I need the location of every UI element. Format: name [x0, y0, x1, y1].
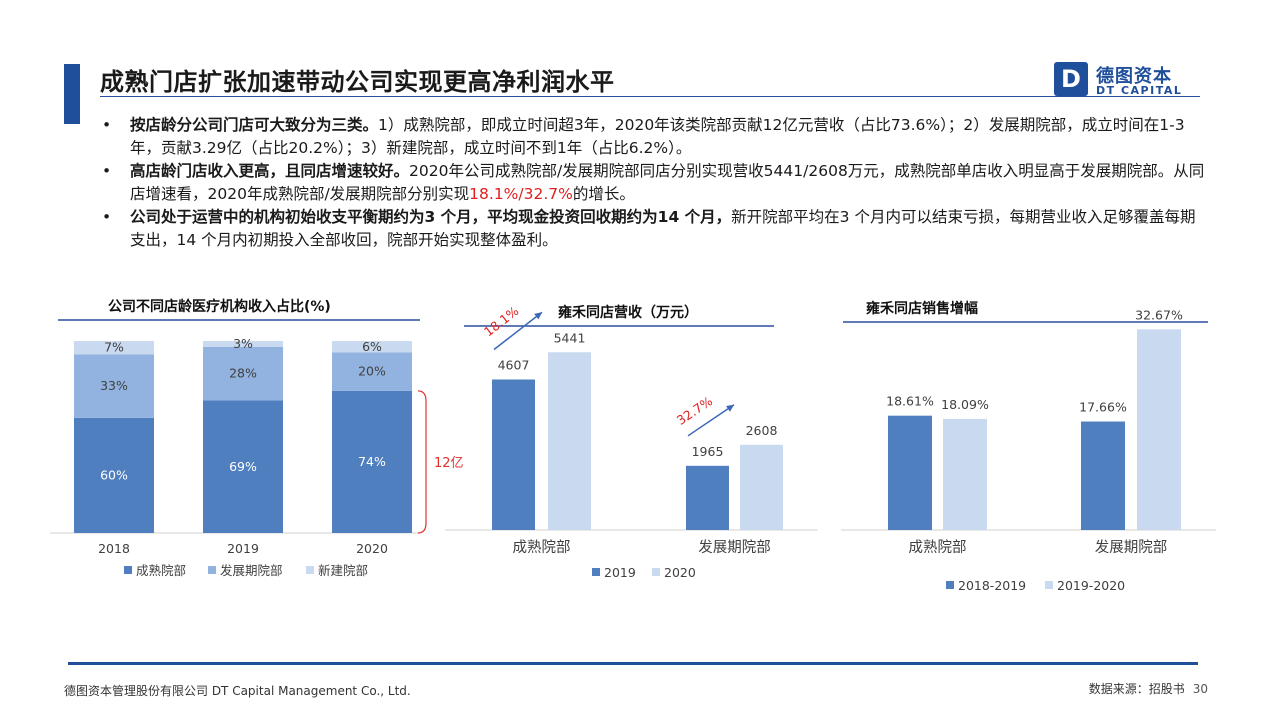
bar-segment	[74, 341, 154, 355]
annotation-label: 12亿	[434, 456, 464, 471]
legend-label: 2019	[604, 565, 636, 580]
chart-title: 雍禾同店营收（万元）	[558, 305, 698, 321]
data-label: 2608	[746, 423, 778, 438]
legend-swatch	[208, 566, 216, 574]
chart-same-store-revenue: 雍禾同店营收（万元） 4607 5441 成熟院部 1965 2608 发展期院部 18.1…	[440, 290, 820, 590]
bullet-list: • 按店龄分公司门店可大致分为三类。1）成熟院部，即成立时间超3年，2020年该…	[100, 114, 1210, 252]
growth-arrow	[493, 311, 543, 351]
data-label: 28%	[229, 366, 257, 381]
bullet-text: 新开院部平均在3 个月内可以结束亏损，每期营业收入足够覆盖每期支出，14 个月内…	[130, 208, 1196, 249]
legend-label: 2018-2019	[958, 578, 1026, 593]
legend-swatch	[124, 566, 132, 574]
bar	[943, 418, 987, 530]
legend-label: 2019-2020	[1057, 578, 1125, 593]
data-label: 33%	[100, 378, 128, 393]
logo-mark-icon: D	[1054, 62, 1088, 96]
data-label: 4607	[498, 358, 530, 373]
legend-swatch	[652, 568, 660, 576]
x-tick-label: 成熟院部	[909, 539, 967, 556]
bar-segment	[203, 400, 283, 533]
data-label: 3%	[233, 336, 253, 351]
legend-label: 成熟院部	[136, 563, 186, 578]
chart-title: 公司不同店龄医疗机构收入占比(%)	[108, 299, 331, 315]
footer-source-text: 数据来源：招股书	[1088, 682, 1185, 696]
bar	[686, 465, 729, 530]
logo-name-en: DT CAPITAL	[1096, 84, 1183, 97]
bar-segment	[332, 341, 412, 353]
bar-segment	[203, 346, 283, 401]
bullet-text-after: 的增长。	[572, 185, 635, 203]
bullet-icon: •	[102, 162, 112, 180]
footer-source: 数据来源：招股书 30	[1089, 680, 1208, 697]
data-label: 18.61%	[886, 394, 934, 409]
legend-label: 发展期院部	[220, 563, 283, 578]
annotation-bracket	[417, 390, 427, 534]
data-label: 17.66%	[1079, 400, 1127, 415]
data-label: 60%	[100, 467, 128, 482]
bar	[740, 444, 783, 530]
bar	[888, 415, 932, 530]
bullet-heading: 高店龄门店收入更高，且同店增速较好。	[130, 162, 410, 180]
bullet-item: • 公司处于运营中的机构初始收支平衡期约为3 个月，平均现金投资回收期约为14 …	[100, 206, 1210, 252]
growth-arrow	[687, 404, 735, 437]
bar-segment	[74, 354, 154, 418]
data-label: 1965	[692, 444, 724, 459]
legend-label: 2020	[664, 565, 696, 580]
company-logo: D 德图资本 DT CAPITAL	[1054, 62, 1204, 98]
bullet-heading: 公司处于运营中的机构初始收支平衡期约为3 个月，平均现金投资回收期约为14 个月…	[130, 208, 732, 226]
chart-revenue-share: 公司不同店龄医疗机构收入占比(%) 60% 33% 7% 2018 69% 28% 3% 20…	[50, 290, 464, 590]
bar	[548, 352, 591, 530]
chart-same-store-growth: 雍禾同店销售增幅 18.61% 18.09% 成熟院部 17.66% 32.67% 发展期…	[838, 290, 1218, 600]
growth-label: 18.1%	[481, 303, 522, 339]
x-tick-label: 发展期院部	[1095, 539, 1168, 556]
legend-swatch	[946, 581, 954, 589]
legend-label: 新建院部	[318, 563, 368, 578]
x-tick-label: 2020	[356, 541, 388, 556]
x-tick-label: 成熟院部	[513, 539, 571, 556]
footer-company: 德图资本管理股份有限公司 DT Capital Management Co., …	[64, 684, 411, 698]
bullet-item: • 按店龄分公司门店可大致分为三类。1）成熟院部，即成立时间超3年，2020年该…	[100, 114, 1210, 160]
bar	[492, 379, 535, 530]
data-label: 32.67%	[1135, 307, 1183, 322]
growth-arrow-head	[726, 404, 734, 412]
page-title: 成熟门店扩张加速带动公司实现更高净利润水平	[100, 68, 615, 96]
bar-segment	[332, 390, 412, 533]
data-label: 7%	[104, 340, 124, 355]
bar-segment	[203, 341, 283, 347]
chart-title: 雍禾同店销售增幅	[866, 301, 978, 317]
title-accent-bar	[64, 64, 80, 124]
bullet-highlight: 18.1%/32.7%	[469, 185, 573, 203]
bullet-text: 1）成熟院部，即成立时间超3年，2020年该类院部贡献12亿元营收（占比73.6…	[130, 116, 1185, 157]
x-tick-label: 2018	[98, 541, 130, 556]
bullet-text: 2020年公司成熟院部/发展期院部同店分别实现营收5441/2608万元，成熟院…	[130, 162, 1205, 203]
growth-arrow-head	[534, 312, 542, 320]
chart-svg: 4607 5441 成熟院部 1965 2608 发展期院部 18.1% 32.7% 2019 2…	[445, 303, 818, 580]
growth-label: 32.7%	[674, 393, 715, 428]
bar	[1137, 329, 1181, 530]
data-label: 69%	[229, 459, 257, 474]
logo-name-cn: 德图资本	[1096, 66, 1172, 87]
data-label: 5441	[554, 330, 586, 345]
title-divider	[100, 96, 1200, 97]
bullet-heading: 按店龄分公司门店可大致分为三类。	[130, 116, 379, 134]
bar-segment	[74, 417, 154, 533]
bullet-icon: •	[102, 208, 112, 226]
bar	[1081, 421, 1125, 530]
chart-svg: 60% 33% 7% 2018 69% 28% 3% 2019 74% 20% 6% 2020 12亿成…	[50, 319, 464, 578]
x-tick-label: 发展期院部	[698, 539, 771, 556]
data-label: 18.09%	[941, 397, 989, 412]
data-label: 6%	[362, 339, 382, 354]
x-tick-label: 2019	[227, 541, 259, 556]
legend-swatch	[1045, 581, 1053, 589]
data-label: 74%	[358, 454, 386, 469]
bullet-item: • 高店龄门店收入更高，且同店增速较好。2020年公司成熟院部/发展期院部同店分…	[100, 160, 1210, 206]
footer-divider	[68, 662, 1198, 665]
bar-segment	[332, 352, 412, 391]
legend-swatch	[306, 566, 314, 574]
data-label: 20%	[358, 364, 386, 379]
page-number: 30	[1192, 682, 1208, 696]
bullet-icon: •	[102, 116, 112, 134]
chart-svg: 18.61% 18.09% 成熟院部 17.66% 32.67% 发展期院部 2018-20…	[841, 307, 1216, 593]
legend-swatch	[592, 568, 600, 576]
